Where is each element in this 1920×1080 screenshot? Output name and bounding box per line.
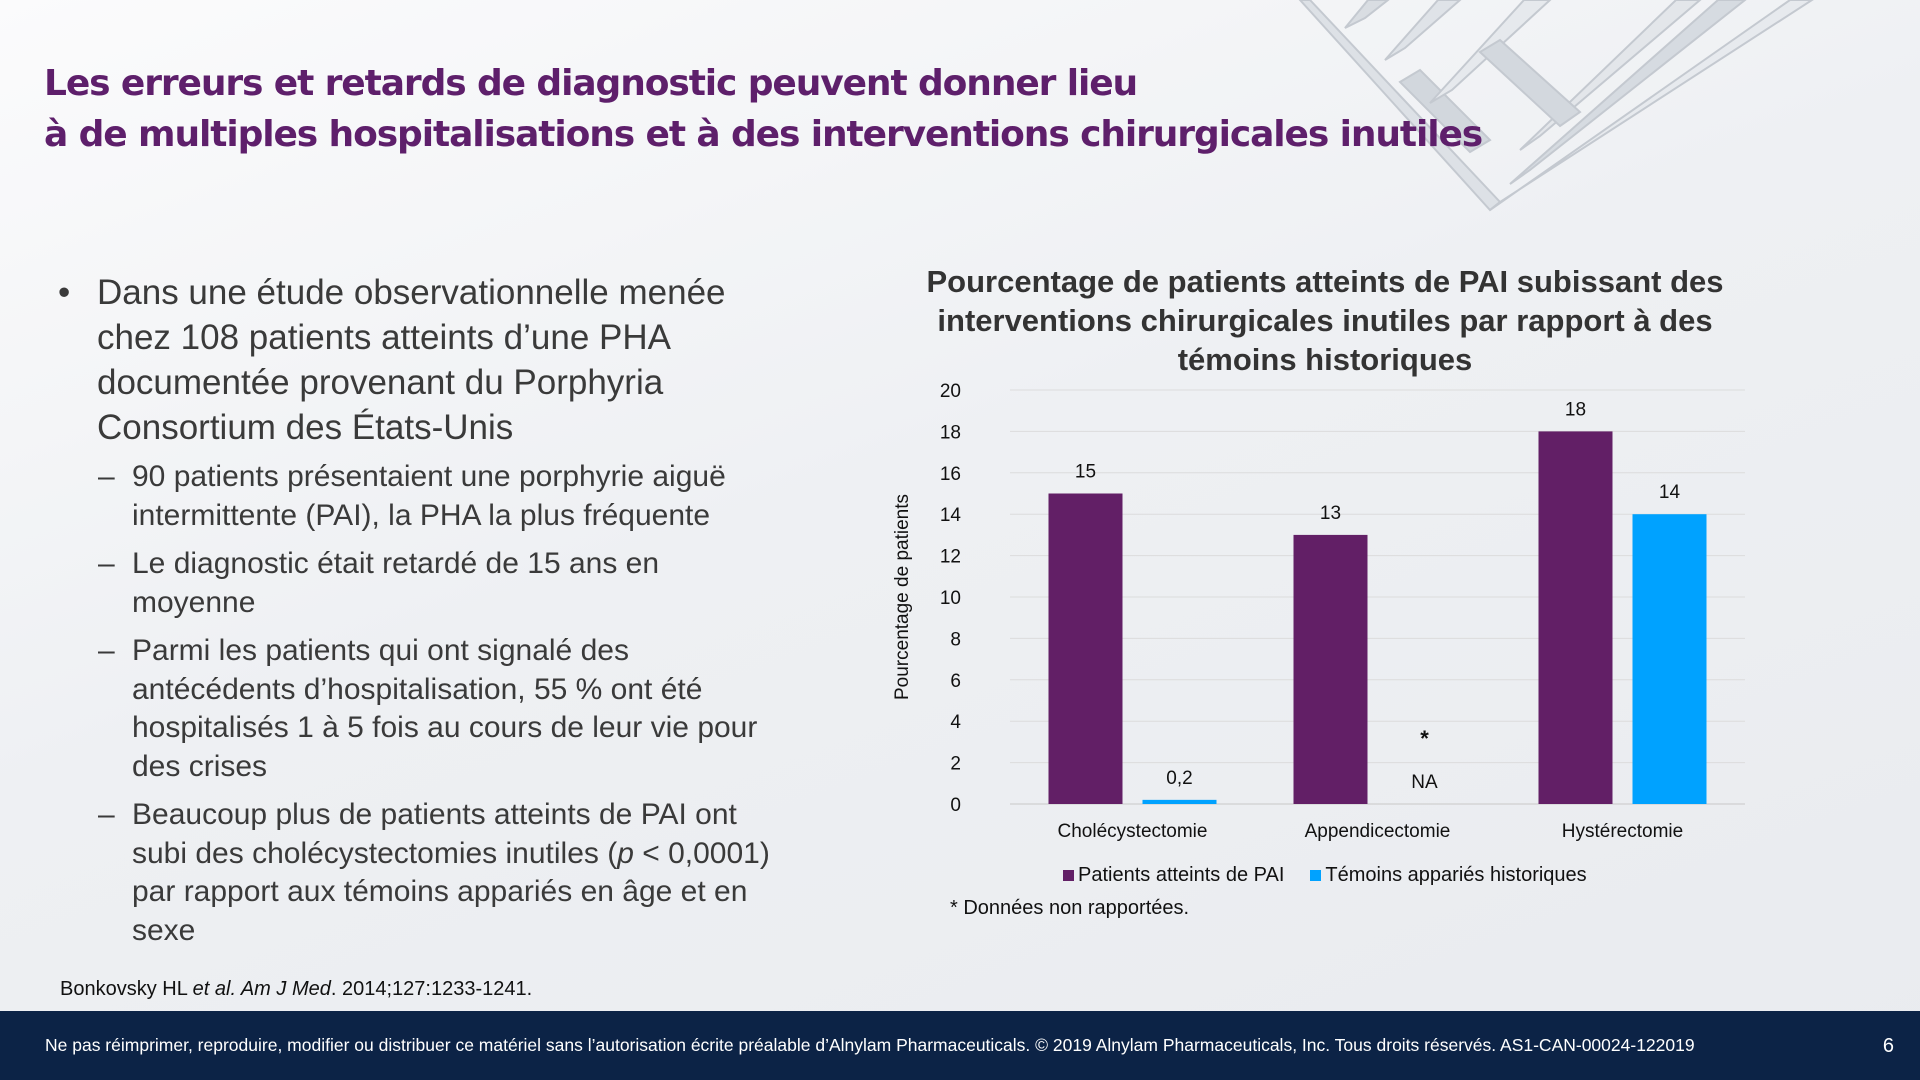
page-number: 6 [1882, 1035, 1894, 1057]
data-label: 13 [1320, 503, 1341, 524]
bar-pai [1538, 431, 1613, 804]
bullet-item: • Dans une étude observationnelle menée … [58, 270, 788, 450]
sub-bullet-marker: – [98, 798, 115, 831]
y-tick-label: 14 [940, 505, 962, 526]
sub-bullet-text: Beaucoup plus de patients atteints de PA… [132, 798, 770, 947]
legend-swatch-temoins [1310, 870, 1322, 881]
data-label: NA [1411, 772, 1438, 793]
chart-title-line: témoins historiques [1177, 342, 1473, 377]
bar-pai [1293, 534, 1368, 804]
bullet-list: • Dans une étude observationnelle menée … [58, 270, 788, 960]
bullet-marker: • [58, 273, 71, 312]
reference-authors: Bonkovsky HL [60, 978, 193, 1000]
sub-bullet-item: – Parmi les patients qui ont signalé des… [58, 632, 788, 786]
y-tick-label: 2 [950, 754, 961, 775]
data-label: 18 [1565, 399, 1586, 420]
y-tick-label: 10 [940, 588, 961, 609]
x-tick-label: Cholécystectomie [1058, 821, 1208, 842]
sub-bullet-text: Parmi les patients qui ont signalé des a… [132, 634, 758, 783]
y-tick-label: 18 [940, 422, 961, 443]
reference-journal: Am J Med [236, 978, 331, 1000]
x-tick-label: Hystérectomie [1562, 821, 1683, 842]
chart-title-line: interventions chirurgicales inutiles par… [937, 303, 1713, 338]
sub-bullet-marker: – [98, 460, 115, 493]
y-tick-label: 4 [950, 712, 961, 733]
bar-temoins [1142, 799, 1217, 804]
bar-chart: 0 2 4 6 8 10 12 14 16 18 20 Pourcentage de patients… [892, 381, 1745, 842]
y-tick-label: 12 [940, 547, 961, 568]
footer-bar: Ne pas réimprimer, reproduire, modifier … [0, 1011, 1920, 1080]
sub-bullet-text-part: < 0,0001) par rapport aux témoins appari… [132, 836, 770, 947]
p-value-symbol: p [617, 836, 634, 870]
slide-title-line-1: Les erreurs et retards de diagnostic peu… [44, 63, 1138, 104]
chart-title: Pourcentage de patients atteints de PAI … [880, 262, 1770, 379]
y-axis-label: Pourcentage de patients [892, 494, 913, 700]
sub-bullet-text: Le diagnostic était retardé de 15 ans en… [132, 547, 660, 619]
y-tick-label: 6 [950, 671, 961, 692]
legend-swatch-pai [1063, 870, 1074, 881]
slide-title: Les erreurs et retards de diagnostic peu… [44, 58, 1483, 160]
sub-bullet-item: – Le diagnostic était retardé de 15 ans … [58, 545, 788, 622]
footer-disclaimer: Ne pas réimprimer, reproduire, modifier … [45, 1035, 1695, 1055]
missing-data-marker: * [1420, 726, 1429, 751]
sub-bullet-text-part: Beaucoup plus de patients atteints de PA… [132, 798, 737, 870]
legend-label-temoins: Témoins appariés historiques [1325, 864, 1587, 886]
y-tick-label: 8 [950, 629, 961, 650]
legend-item-temoins: Témoins appariés historiques [1310, 864, 1587, 887]
legend-label-pai: Patients atteints de PAI [1078, 864, 1285, 886]
legend-item-pai: Patients atteints de PAI [1063, 864, 1284, 887]
reference-etal: et al. [192, 978, 237, 1000]
sub-bullet-text: 90 patients présentaient une porphyrie a… [132, 460, 726, 532]
data-label: 14 [1659, 482, 1681, 503]
y-tick-label: 16 [940, 464, 961, 485]
bullet-text: Dans une étude observationnelle menée ch… [97, 273, 726, 447]
sub-bullet-item: – Beaucoup plus de patients atteints de … [58, 796, 788, 950]
y-tick-label: 20 [940, 381, 961, 402]
bar-pai [1048, 493, 1123, 804]
reference-details: . 2014;127:1233-1241. [330, 978, 533, 1000]
chart-legend: Patients atteints de PAI Témoins apparié… [1063, 864, 1613, 887]
x-tick-label: Appendicectomie [1305, 821, 1451, 842]
sub-bullet-marker: – [98, 547, 115, 580]
data-label: 15 [1075, 462, 1096, 483]
sub-bullet-item: – 90 patients présentaient une porphyrie… [58, 458, 788, 535]
sub-bullet-marker: – [98, 634, 115, 667]
bar-temoins [1632, 514, 1707, 804]
y-tick-label: 0 [950, 795, 961, 816]
data-label: 0,2 [1166, 768, 1192, 789]
chart-footnote: * Données non rapportées. [950, 897, 1190, 919]
slide-title-line-2: à de multiples hospitalisations et à des… [44, 114, 1483, 155]
chart-title-line: Pourcentage de patients atteints de PAI … [926, 264, 1724, 299]
reference-citation: Bonkovsky HL et al. Am J Med. 2014;127:1… [60, 978, 532, 1001]
